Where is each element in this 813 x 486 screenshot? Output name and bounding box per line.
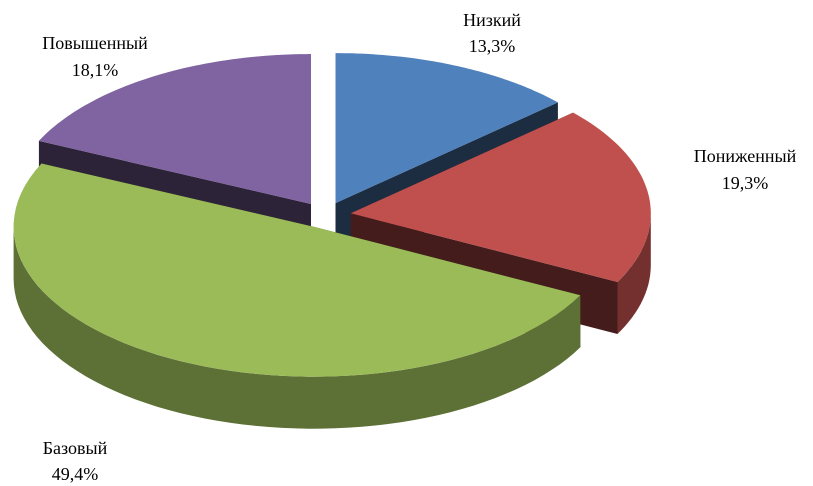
value-label: 13,3% <box>469 36 516 56</box>
slice-label: Пониженный <box>694 146 797 166</box>
value-label: 18,1% <box>72 60 119 80</box>
slice-label: Повышенный <box>42 33 148 53</box>
slice <box>38 54 312 204</box>
value-label: 19,3% <box>722 173 769 193</box>
slice-label: Базовый <box>43 438 108 458</box>
slice-label: Низкий <box>463 10 521 30</box>
value-label: 49,4% <box>52 464 99 484</box>
slice <box>335 53 558 204</box>
slice <box>13 163 581 377</box>
slice <box>350 112 651 282</box>
slice-side <box>617 213 651 334</box>
slice-side <box>13 226 581 429</box>
